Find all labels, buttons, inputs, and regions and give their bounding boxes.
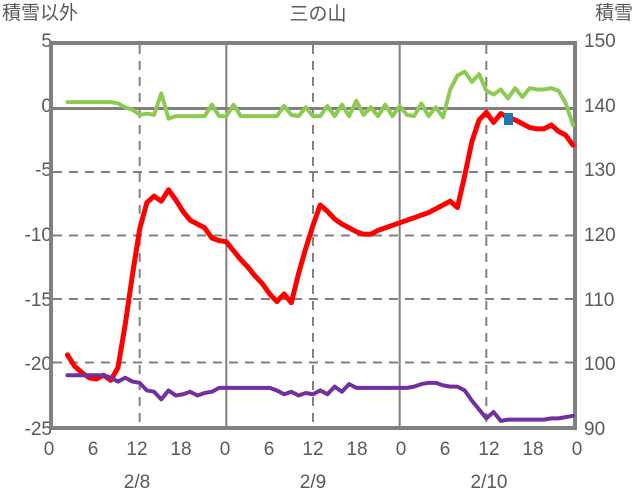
y-right-tick: 140 (584, 96, 616, 117)
x-tick: 0 (43, 439, 55, 460)
y-right-tick: 90 (584, 419, 606, 440)
x-tick: 12 (126, 439, 148, 460)
plot-inner (53, 45, 573, 426)
right-axis-title: 積雪 (594, 3, 633, 24)
x-tick: 18 (346, 439, 368, 460)
x-tick: 6 (439, 439, 451, 460)
y-right-tick: 120 (584, 225, 616, 246)
y-left-tick: 0 (41, 96, 52, 117)
x-tick: 12 (478, 439, 500, 460)
current-value-marker (503, 112, 513, 125)
day-label: 2/8 (123, 472, 151, 493)
y-left-tick: -15 (24, 290, 52, 311)
y-left-tick: 5 (41, 31, 52, 52)
day-label: 2/9 (299, 472, 327, 493)
y-right-tick: 110 (584, 290, 615, 311)
x-tick: 18 (170, 439, 192, 460)
x-tick: 0 (395, 439, 407, 460)
y-left-tick: -25 (24, 419, 52, 440)
day-label: 2/10 (470, 472, 508, 493)
y-right-tick: 130 (584, 160, 616, 181)
y-right-tick: 150 (584, 31, 616, 52)
y-left-tick: -10 (24, 225, 52, 246)
y-right-tick: 100 (584, 354, 616, 375)
x-tick: 6 (263, 439, 275, 460)
x-tick: 12 (302, 439, 324, 460)
chart-title: 三の山 (289, 4, 347, 25)
y-left-tick: -5 (35, 160, 52, 181)
gridlines (53, 45, 573, 426)
left-axis-title: 積雪以外 (2, 3, 79, 24)
x-tick: 0 (571, 439, 583, 460)
plot-area (49, 41, 577, 430)
x-tick: 0 (219, 439, 231, 460)
y-left-tick: -20 (24, 354, 52, 375)
x-tick: 18 (522, 439, 544, 460)
data-series (53, 45, 573, 426)
x-tick: 6 (87, 439, 99, 460)
